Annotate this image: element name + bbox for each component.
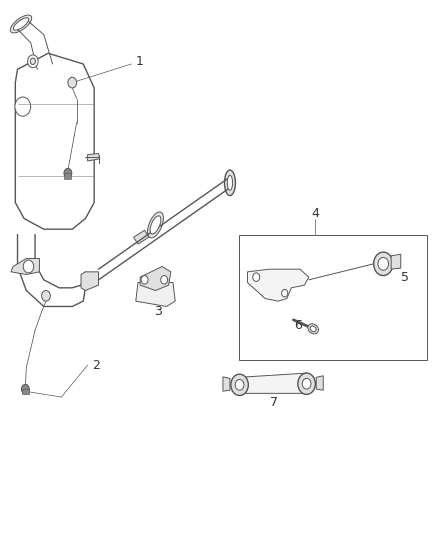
Circle shape bbox=[23, 260, 34, 273]
Ellipse shape bbox=[11, 15, 32, 33]
Text: 5: 5 bbox=[401, 271, 409, 284]
Circle shape bbox=[28, 55, 38, 68]
Text: 3: 3 bbox=[154, 305, 162, 318]
Circle shape bbox=[64, 168, 72, 178]
Ellipse shape bbox=[310, 326, 316, 332]
Polygon shape bbox=[140, 266, 171, 290]
Polygon shape bbox=[223, 377, 230, 391]
Text: 2: 2 bbox=[92, 359, 100, 372]
Polygon shape bbox=[239, 373, 311, 393]
Polygon shape bbox=[391, 254, 401, 269]
Ellipse shape bbox=[150, 216, 161, 234]
Circle shape bbox=[282, 289, 288, 297]
Text: 6: 6 bbox=[294, 319, 302, 332]
Polygon shape bbox=[88, 154, 100, 161]
Polygon shape bbox=[22, 389, 29, 394]
Polygon shape bbox=[15, 53, 94, 229]
Polygon shape bbox=[316, 376, 323, 390]
Circle shape bbox=[374, 252, 393, 276]
Polygon shape bbox=[81, 272, 99, 290]
Circle shape bbox=[302, 378, 311, 389]
Ellipse shape bbox=[13, 18, 29, 30]
Circle shape bbox=[235, 379, 244, 390]
Polygon shape bbox=[134, 230, 149, 244]
Text: 7: 7 bbox=[270, 396, 278, 409]
Text: 4: 4 bbox=[311, 207, 319, 220]
Text: 1: 1 bbox=[136, 55, 144, 68]
Bar bbox=[239, 235, 427, 360]
Polygon shape bbox=[247, 269, 309, 301]
Circle shape bbox=[161, 276, 168, 284]
Circle shape bbox=[141, 276, 148, 284]
Circle shape bbox=[30, 58, 35, 64]
Circle shape bbox=[253, 273, 260, 281]
Ellipse shape bbox=[308, 324, 318, 334]
Circle shape bbox=[68, 77, 77, 88]
Polygon shape bbox=[64, 173, 71, 179]
Circle shape bbox=[378, 257, 389, 270]
Circle shape bbox=[298, 373, 315, 394]
Circle shape bbox=[15, 97, 31, 116]
Circle shape bbox=[42, 290, 50, 301]
Polygon shape bbox=[11, 259, 39, 274]
Ellipse shape bbox=[227, 175, 233, 190]
Polygon shape bbox=[136, 282, 175, 306]
Circle shape bbox=[21, 384, 29, 394]
Ellipse shape bbox=[225, 170, 236, 196]
Circle shape bbox=[231, 374, 248, 395]
Ellipse shape bbox=[148, 212, 163, 238]
